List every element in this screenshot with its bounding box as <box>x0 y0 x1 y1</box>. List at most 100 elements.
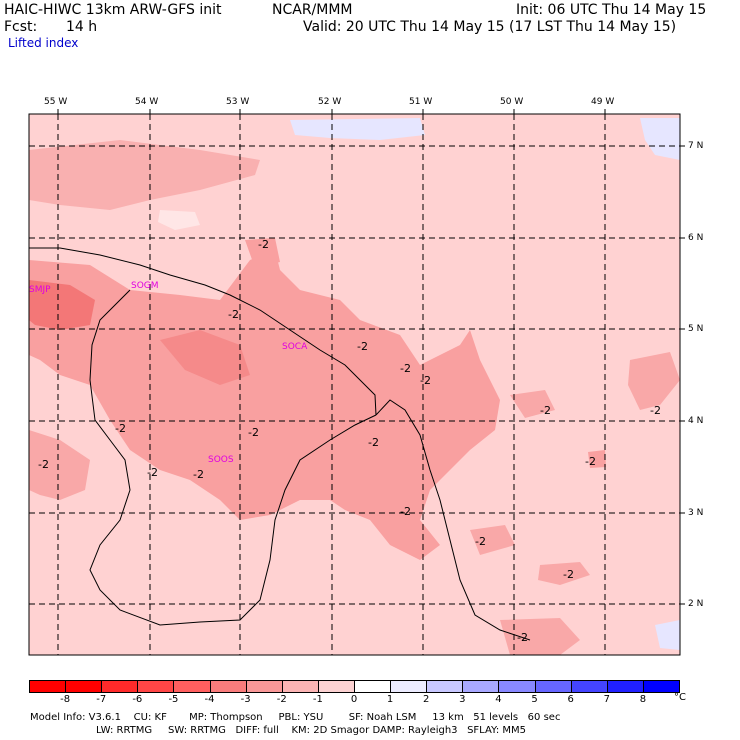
colorbar-swatch <box>390 680 428 693</box>
colorbar-tick-label: 2 <box>423 694 430 705</box>
colorbar-swatch <box>209 680 247 693</box>
colorbar-swatch <box>426 680 464 693</box>
lon-label: 54 W <box>135 97 159 107</box>
colorbar-swatch <box>245 680 283 693</box>
lon-label: 55 W <box>44 97 68 107</box>
li-contour-region <box>245 238 280 268</box>
contour-label: -2 <box>115 422 126 435</box>
colorbar-swatch <box>173 680 211 693</box>
colorbar-swatch <box>317 680 355 693</box>
lat-label: 7 N <box>688 141 704 151</box>
model-title: HAIC-HIWC 13km ARW-GFS init <box>4 2 222 18</box>
colorbar-tick-label: 1 <box>386 694 394 705</box>
colorbar-swatch <box>354 680 392 693</box>
colorbar-swatch <box>137 680 175 693</box>
lat-label: 5 N <box>688 324 704 334</box>
li-positive-patch <box>640 118 680 160</box>
colorbar-swatch <box>498 680 536 693</box>
contour-label: -2 <box>420 374 431 387</box>
colorbar-tick-label: -5 <box>168 694 179 705</box>
colorbar-swatch <box>29 680 67 693</box>
li-contour-region <box>29 140 260 210</box>
model-info-line2: LW: RRTMG SW: RRTMG DIFF: full KM: 2D Sm… <box>96 725 526 736</box>
colorbar-tick-label: 4 <box>495 694 502 705</box>
init-time: Init: 06 UTC Thu 14 May 15 <box>516 2 707 18</box>
colorbar-tick-label: 8 <box>639 694 647 705</box>
coastline <box>29 247 377 416</box>
colorbar-tick-label: -8 <box>60 694 71 705</box>
contour-label: -2 <box>248 426 259 439</box>
li-contour-region <box>29 430 90 500</box>
colorbar-tick-label: -4 <box>204 694 215 705</box>
graticule <box>29 114 680 655</box>
colorbar-swatch <box>101 680 139 693</box>
colorbar-swatch <box>462 680 500 693</box>
colorbar-swatch <box>570 680 608 693</box>
li-contour-region <box>500 618 580 655</box>
colorbar-tick-label: 0 <box>350 694 358 705</box>
station-label: SOCA <box>282 342 308 352</box>
station-label: SOGM <box>131 281 159 291</box>
lon-label: 50 W <box>500 97 524 107</box>
colorbar-tick-label: -7 <box>96 694 107 705</box>
contour-label: -2 <box>650 404 661 417</box>
contour-label: -2 <box>368 436 379 449</box>
lat-label: 2 N <box>688 599 704 609</box>
li-positive-patch <box>290 118 425 140</box>
contour-label: -2 <box>193 468 204 481</box>
station-label: SOOS <box>208 455 234 465</box>
contour-label: -2 <box>38 458 49 471</box>
colorbar-tick-label: -6 <box>132 694 143 705</box>
contour-label: -2 <box>357 340 368 353</box>
lon-label: 53 W <box>226 97 250 107</box>
colorbar-unit: °C <box>674 692 686 703</box>
colorbar-tick-label: 7 <box>603 694 610 705</box>
contour-label: -2 <box>517 631 528 644</box>
product-title: Lifted index <box>8 36 79 50</box>
lon-label: 51 W <box>409 97 433 107</box>
colorbar-swatch <box>281 680 319 693</box>
colorbar-tick-label: 5 <box>531 694 538 705</box>
valid-time: Valid: 20 UTC Thu 14 May 15 (17 LST Thu … <box>303 19 677 35</box>
colorbar-tick-label: 6 <box>567 694 574 705</box>
contour-label: -2 <box>563 568 574 581</box>
forecast-label: Fcst: <box>4 19 38 35</box>
li-contour-region <box>628 352 680 410</box>
colorbar-swatch <box>642 680 680 693</box>
li-light-area <box>158 210 200 230</box>
colorbar-swatch <box>65 680 103 693</box>
org-label: NCAR/MMM <box>272 2 353 18</box>
lon-label: 49 W <box>591 97 615 107</box>
plot-frame <box>28 113 681 656</box>
li-dark-region <box>29 280 95 330</box>
colorbar-swatch <box>606 680 644 693</box>
colorbar-tick-label: 3 <box>459 694 466 705</box>
model-info-line1: Model Info: V3.6.1 CU: KF MP: Thompson P… <box>30 712 561 723</box>
colorbar-tick-label: -1 <box>312 694 323 705</box>
lat-label: 4 N <box>688 416 704 426</box>
colorbar-tick-label: -3 <box>240 694 251 705</box>
li-contour-region <box>588 450 606 468</box>
contour-label: -2 <box>258 238 269 251</box>
lat-label: 3 N <box>688 508 704 518</box>
li-contour-region <box>470 525 515 555</box>
colorbar-swatch <box>534 680 572 693</box>
station-label: SMJP <box>29 285 51 295</box>
li-dark-region <box>160 330 250 385</box>
contour-label: -2 <box>228 308 239 321</box>
contour-label: -2 <box>147 466 158 479</box>
li-contour-region <box>510 390 555 418</box>
colorbar-tick-label: -2 <box>276 694 287 705</box>
contour-label: -2 <box>400 362 411 375</box>
contour-label: -2 <box>475 535 486 548</box>
border-line <box>89 289 377 626</box>
contour-label: -2 <box>585 455 596 468</box>
li-contour-region <box>29 250 500 560</box>
lon-label: 52 W <box>318 97 342 107</box>
border-line <box>375 399 531 641</box>
forecast-hour: 14 h <box>66 19 98 35</box>
contour-label: -2 <box>400 505 411 518</box>
li-positive-patch <box>655 620 680 650</box>
li-contour-region <box>538 562 590 585</box>
